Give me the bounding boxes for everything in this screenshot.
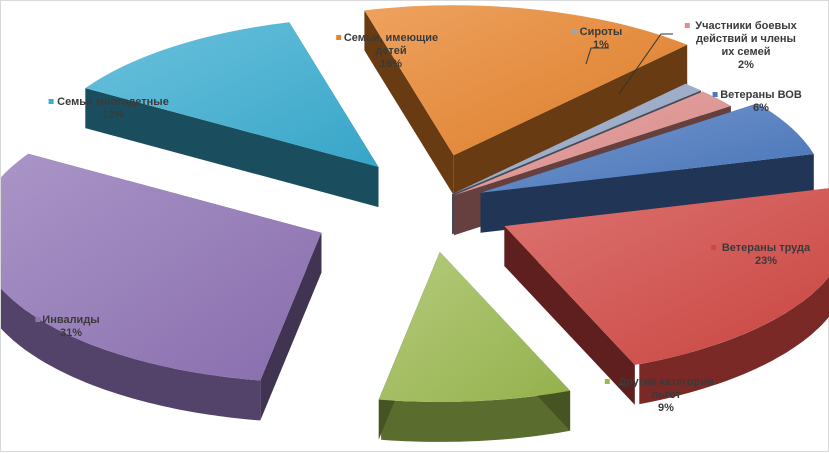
slice-value-label: 6% — [753, 102, 769, 114]
slice-name-label: Участники боевых — [695, 20, 797, 32]
slices-layer — [1, 5, 829, 442]
pie-slice — [504, 188, 829, 405]
slice-value-label: 23% — [755, 255, 777, 267]
slice-name-label: детей — [375, 45, 406, 57]
slice-top — [504, 188, 829, 365]
slice-name-label: Ветераны труда — [722, 242, 811, 254]
slice-wall — [504, 226, 635, 405]
slice-top — [453, 91, 731, 196]
leader-line — [585, 47, 609, 65]
slice-name-label: их семей — [721, 46, 770, 58]
slice-name-label: Ветераны ВОВ — [720, 89, 802, 101]
slice-value-label: 12% — [102, 109, 124, 121]
slice-name-label: Другие категории — [618, 376, 714, 388]
slice-top — [480, 103, 814, 193]
pie-slice — [378, 251, 571, 442]
slice-name-label: Семьи, имеющие — [344, 32, 438, 44]
slice-value-label: 1% — [593, 39, 609, 51]
label-color-marker — [336, 35, 342, 40]
pie-slice — [480, 103, 814, 233]
slice-name-label: действий и члены — [696, 33, 796, 45]
leader-line — [618, 33, 673, 95]
slice-value-label: 2% — [738, 59, 754, 71]
label-color-marker — [48, 99, 54, 104]
label-color-marker — [684, 23, 690, 28]
pie-slice — [85, 22, 379, 208]
label-color-marker — [711, 245, 717, 250]
slice-side — [1, 288, 261, 421]
slice-top — [364, 5, 688, 156]
slice-wall — [364, 10, 454, 196]
label-color-marker — [571, 29, 577, 34]
pie-slice — [364, 5, 688, 196]
label-color-marker — [604, 379, 610, 384]
slice-wall — [453, 44, 688, 196]
slice-value-label: 31% — [60, 327, 82, 339]
slice-wall — [260, 232, 322, 421]
slice-side — [381, 390, 571, 442]
pie-slice — [1, 153, 322, 421]
label-color-marker — [35, 317, 41, 322]
slice-name-label: Инвалиды — [42, 314, 99, 326]
slice-value-label: 9% — [658, 402, 674, 414]
slice-wall — [85, 88, 379, 208]
leader-lines — [585, 33, 673, 95]
slice-value-label: 16% — [380, 58, 402, 70]
slice-name-label: Семьи многодетные — [57, 96, 169, 108]
slice-name-label: льгот — [651, 389, 682, 401]
slice-side — [639, 276, 829, 405]
slice-top — [1, 153, 322, 381]
slice-top — [452, 83, 701, 195]
label-color-marker — [712, 92, 718, 97]
slice-name-label: Сироты — [580, 26, 623, 38]
slice-top — [378, 251, 571, 402]
slice-wall — [480, 154, 814, 233]
slice-top — [85, 22, 379, 168]
